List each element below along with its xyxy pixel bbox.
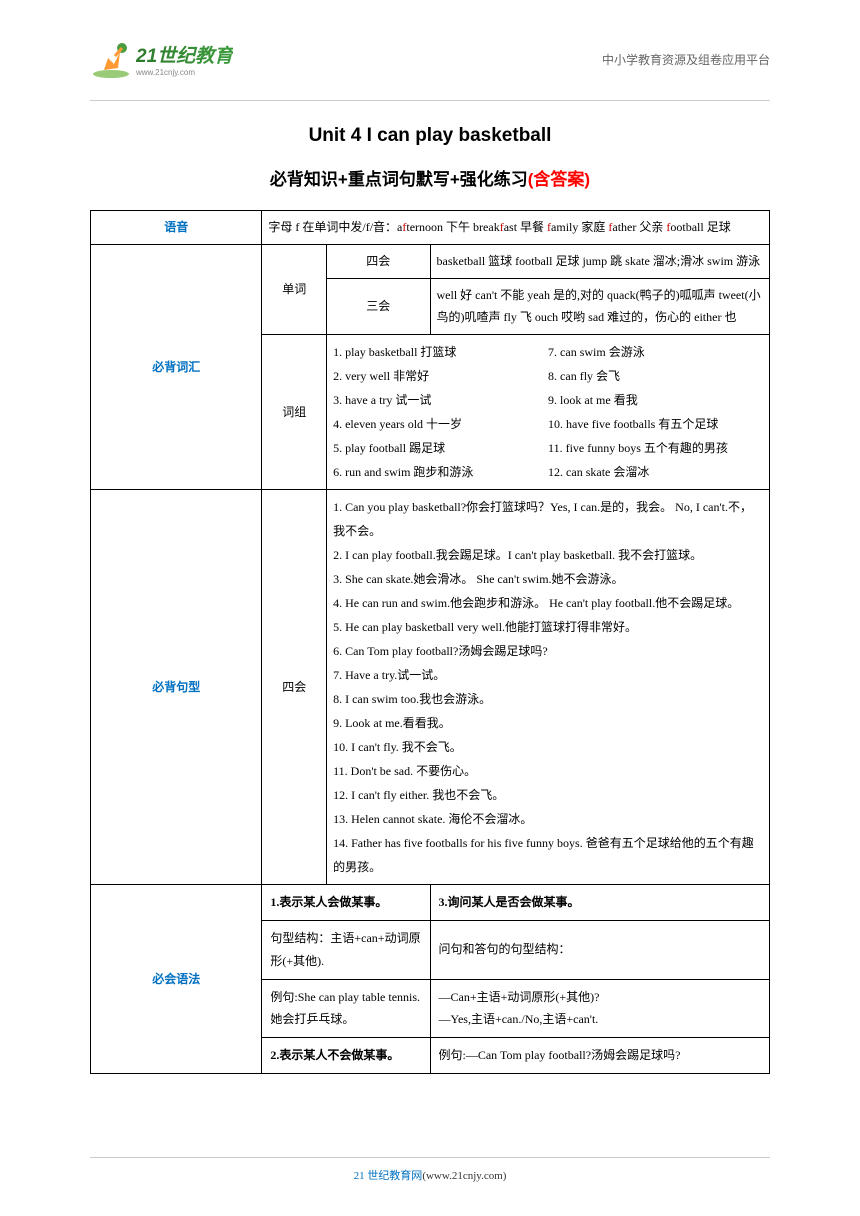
sentence-section-label: 必背句型 — [91, 490, 262, 885]
main-table: 语音 字母 f 在单词中发/f/音：afternoon 下午 breakfast… — [90, 210, 770, 1074]
grammar-title-row: 必会语法 1.表示某人会做某事。 3.询问某人是否会做某事。 — [91, 885, 770, 921]
page-header: 21世纪教育 www.21cnjy.com 中小学教育资源及组卷应用平台 — [90, 0, 770, 101]
sentence-item: 3. She can skate.她会滑冰。 She can't swim.她不… — [333, 567, 763, 591]
sentence-item: 2. I can play football.我会踢足球。I can't pla… — [333, 543, 763, 567]
phonetics-content: 字母 f 在单词中发/f/音：afternoon 下午 breakfast 早餐… — [262, 211, 770, 245]
footer-url: (www.21cnjy.com) — [422, 1170, 506, 1182]
logo-icon — [90, 38, 132, 80]
word-label: 单词 — [262, 244, 327, 334]
grammar-right-title: 3.询问某人是否会做某事。 — [430, 885, 770, 921]
sentence-item: 4. He can run and swim.他会跑步和游泳。 He can't… — [333, 591, 763, 615]
sentence-item: 5. He can play basketball very well.他能打篮… — [333, 615, 763, 639]
sentence-item: 12. I can't fly either. 我也不会飞。 — [333, 783, 763, 807]
grammar-right4: 例句:—Can Tom play football?汤姆会踢足球吗? — [430, 1038, 770, 1074]
sentence-content: 1. Can you play basketball?你会打篮球吗？Yes, I… — [327, 490, 770, 885]
page-title: Unit 4 I can play basketball — [90, 125, 770, 147]
logo-url: www.21cnjy.com — [136, 68, 233, 77]
subtitle-red: (含答案) — [528, 170, 590, 189]
sentence-item: 7. Have a try.试一试。 — [333, 663, 763, 687]
phrase-item: 12. can skate 会溜冰 — [548, 460, 763, 484]
phrase-item: 8. can fly 会飞 — [548, 364, 763, 388]
four-meet-label: 四会 — [327, 244, 430, 278]
content-area: Unit 4 I can play basketball 必背知识+重点词句默写… — [0, 101, 860, 1074]
phrase-item: 3. have a try 试一试 — [333, 388, 548, 412]
phrase-label: 词组 — [262, 335, 327, 490]
header-subtitle: 中小学教育资源及组卷应用平台 — [602, 51, 770, 68]
vocab-section-label: 必背词汇 — [91, 244, 262, 489]
page-footer: 21 世纪教育网(www.21cnjy.com) — [90, 1157, 770, 1184]
sentence-item: 1. Can you play basketball?你会打篮球吗？Yes, I… — [333, 495, 763, 543]
grammar-left-title: 1.表示某人会做某事。 — [262, 885, 430, 921]
grammar-right1: 问句和答句的句型结构： — [430, 920, 770, 979]
logo-text: 21世纪教育 www.21cnjy.com — [136, 41, 233, 77]
grammar-left4: 2.表示某人不会做某事。 — [262, 1038, 430, 1074]
sentence-item: 9. Look at me.看看我。 — [333, 711, 763, 735]
sentence-item: 10. I can't fly. 我不会飞。 — [333, 735, 763, 759]
sentence-row: 必背句型 四会 1. Can you play basketball?你会打篮球… — [91, 490, 770, 885]
three-meet-content: well 好 can't 不能 yeah 是的,对的 quack(鸭子的)呱呱声… — [430, 278, 770, 335]
logo-chinese: 21世纪教育 — [136, 41, 233, 68]
phrase-content: 1. play basketball 打篮球7. can swim 会游泳2. … — [327, 335, 770, 490]
grammar-left1: 句型结构：主语+can+动词原形(+其他). — [262, 920, 430, 979]
page-subtitle: 必背知识+重点词句默写+强化练习(含答案) — [90, 165, 770, 190]
grammar-left2: 例句:She can play table tennis.她会打乒乓球。 — [262, 979, 430, 1038]
phrase-item: 2. very well 非常好 — [333, 364, 548, 388]
three-meet-label: 三会 — [327, 278, 430, 335]
sentence-item: 14. Father has five footballs for his fi… — [333, 831, 763, 879]
phrase-item: 6. run and swim 跑步和游泳 — [333, 460, 548, 484]
phrase-item: 9. look at me 看我 — [548, 388, 763, 412]
sentence-item: 11. Don't be sad. 不要伤心。 — [333, 759, 763, 783]
phrase-item: 4. eleven years old 十一岁 — [333, 412, 548, 436]
footer-text: 21 世纪教育网 — [354, 1170, 423, 1182]
sentence-four-label: 四会 — [262, 490, 327, 885]
phrase-item: 10. have five footballs 有五个足球 — [548, 412, 763, 436]
grammar-right2: —Can+主语+动词原形(+其他)? —Yes,主语+can./No,主语+ca… — [430, 979, 770, 1038]
sentence-item: 13. Helen cannot skate. 海伦不会溜冰。 — [333, 807, 763, 831]
phrase-item: 11. five funny boys 五个有趣的男孩 — [548, 436, 763, 460]
phrase-item: 1. play basketball 打篮球 — [333, 340, 548, 364]
phonetics-row: 语音 字母 f 在单词中发/f/音：afternoon 下午 breakfast… — [91, 211, 770, 245]
vocab-four-row: 必背词汇 单词 四会 basketball 篮球 football 足球 jum… — [91, 244, 770, 278]
phonetics-label: 语音 — [91, 211, 262, 245]
logo: 21世纪教育 www.21cnjy.com — [90, 38, 233, 80]
sentence-item: 6. Can Tom play football?汤姆会踢足球吗? — [333, 639, 763, 663]
subtitle-prefix: 必背知识+重点词句默写+强化练习 — [270, 170, 528, 189]
four-meet-content: basketball 篮球 football 足球 jump 跳 skate 溜… — [430, 244, 770, 278]
phrase-item: 7. can swim 会游泳 — [548, 340, 763, 364]
sentence-item: 8. I can swim too.我也会游泳。 — [333, 687, 763, 711]
phrase-item: 5. play football 踢足球 — [333, 436, 548, 460]
grammar-section-label: 必会语法 — [91, 885, 262, 1074]
